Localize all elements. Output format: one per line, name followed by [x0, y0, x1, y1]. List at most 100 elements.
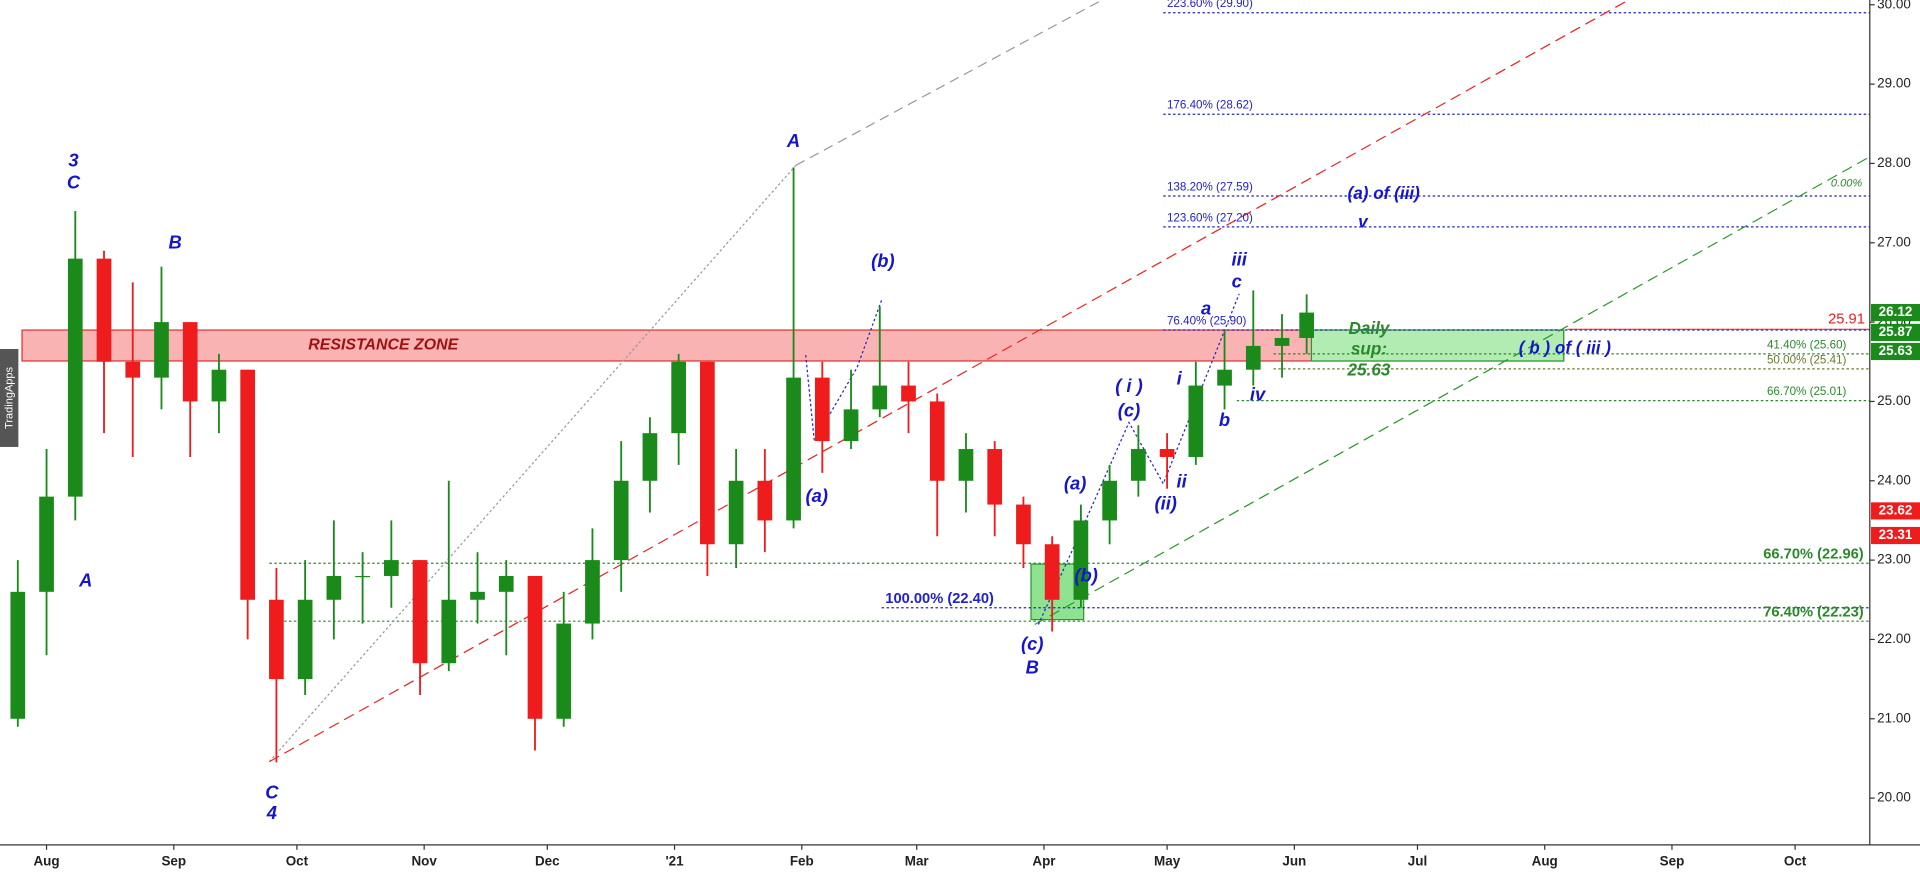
wave-label: ii	[1177, 470, 1188, 491]
candle-body	[412, 560, 428, 664]
x-tick-label: Jun	[1282, 854, 1306, 869]
wave-label: ( b ) of ( iii )	[1519, 338, 1612, 358]
wave-label: c	[1232, 271, 1242, 292]
candle-body	[498, 575, 514, 592]
candles	[10, 167, 1314, 763]
wave-label: B	[168, 232, 181, 253]
level-label: 66.70% (22.96)	[1763, 547, 1864, 563]
x-tick-label: Nov	[411, 854, 437, 869]
y-tick-label: 23.00	[1877, 552, 1911, 567]
candle-body	[1131, 449, 1146, 481]
price-tag-box	[1871, 342, 1920, 361]
wave-label: (c)	[1021, 633, 1043, 654]
wave-label: (a) of (iii)	[1348, 183, 1421, 203]
wave-label: a	[1201, 298, 1211, 319]
candle-body	[67, 258, 83, 497]
candle-body	[211, 369, 227, 402]
candle-body	[1102, 480, 1117, 521]
wave-label: C	[67, 172, 81, 193]
trend-line	[1034, 156, 1871, 626]
price-tag-box	[1871, 502, 1920, 520]
price-tag-box	[1871, 526, 1920, 545]
candle-body	[642, 433, 658, 481]
level-label: 100.00% (22.40)	[885, 591, 994, 607]
candle-body	[441, 599, 457, 664]
watermark: TradingApps	[4, 366, 16, 429]
wave-label: 0.00%	[1831, 178, 1862, 190]
x-tick-label: Feb	[790, 854, 814, 869]
level-label: 223.60% (29.90)	[1167, 0, 1253, 10]
candle-body	[154, 322, 169, 378]
watermark-box	[0, 348, 19, 447]
trend-line	[795, 0, 1103, 166]
wave-label: A	[786, 130, 800, 151]
candle-body	[39, 496, 54, 592]
resistance-zone-label: RESISTANCE ZONE	[308, 337, 458, 354]
candle-body	[1217, 369, 1232, 386]
wave-label: ( i )	[1115, 375, 1143, 396]
y-tick-label: 21.00	[1877, 710, 1911, 725]
x-tick-label: Dec	[535, 854, 560, 869]
wave-label: (a)	[806, 485, 828, 506]
x-tick-label: Oct	[1784, 854, 1807, 869]
candle-body	[240, 369, 256, 600]
candle-body	[728, 480, 744, 545]
candle-body	[958, 449, 974, 481]
candle-body	[125, 361, 141, 378]
wave-label: 3	[68, 149, 78, 170]
candle-body	[355, 575, 370, 578]
trend-line	[268, 164, 797, 763]
candle-body	[182, 322, 198, 402]
wave-label: C	[265, 781, 279, 802]
price-tag: 25.91	[1828, 311, 1865, 327]
candle-body	[1016, 504, 1031, 545]
candle-body	[671, 361, 686, 434]
wave-label: (a)	[1064, 473, 1086, 494]
y-tick-label: 30.00	[1877, 0, 1911, 11]
level-label: 76.40% (25.90)	[1167, 315, 1247, 328]
wave-label: (c)	[1118, 399, 1140, 420]
support-zone	[1310, 329, 1565, 362]
price-tag-box	[1871, 323, 1920, 341]
candle-body	[269, 599, 284, 680]
y-tick-label: 24.00	[1877, 472, 1911, 487]
candle-body	[470, 591, 485, 600]
level-label: 123.60% (27.20)	[1167, 211, 1253, 224]
candle-body	[700, 361, 715, 545]
candle-body	[901, 385, 916, 402]
candle-body	[1245, 345, 1261, 370]
candle-body	[1044, 544, 1060, 600]
candle-body	[1159, 449, 1175, 457]
support-zone-label: Daily	[1349, 318, 1391, 338]
wave-label: iv	[1250, 383, 1267, 404]
y-tick-label: 29.00	[1877, 76, 1911, 91]
price-tag: 26.12	[1879, 304, 1913, 319]
support-zone-label: sup:	[1351, 339, 1387, 359]
wave-label: iii	[1232, 249, 1248, 270]
wave-label: 4	[266, 802, 277, 823]
price-tag: 25.63	[1879, 343, 1913, 358]
x-tick-label: Sep	[1660, 854, 1685, 869]
level-label: 66.70% (25.01)	[1767, 385, 1847, 398]
candle-body	[10, 591, 26, 719]
candle-body	[872, 385, 888, 410]
level-label: 41.40% (25.60)	[1767, 338, 1847, 351]
x-tick-label: Oct	[286, 854, 309, 869]
candle-body	[1299, 312, 1314, 338]
wave-label: A	[78, 569, 92, 590]
wave-label: (b)	[871, 250, 894, 271]
candle-body	[1188, 385, 1204, 457]
candle-body	[1274, 337, 1290, 346]
level-label: 76.40% (22.23)	[1763, 604, 1864, 620]
candle-body	[556, 623, 572, 719]
candle-body	[843, 409, 859, 442]
x-tick-label: Apr	[1032, 854, 1056, 869]
support-zone-label: 25.63	[1347, 360, 1391, 380]
wave-label: i	[1177, 367, 1183, 388]
level-label: 138.20% (27.59)	[1167, 180, 1253, 193]
price-tag: 25.87	[1879, 324, 1913, 339]
candle-body	[326, 575, 342, 600]
y-tick-label: 27.00	[1877, 234, 1911, 249]
